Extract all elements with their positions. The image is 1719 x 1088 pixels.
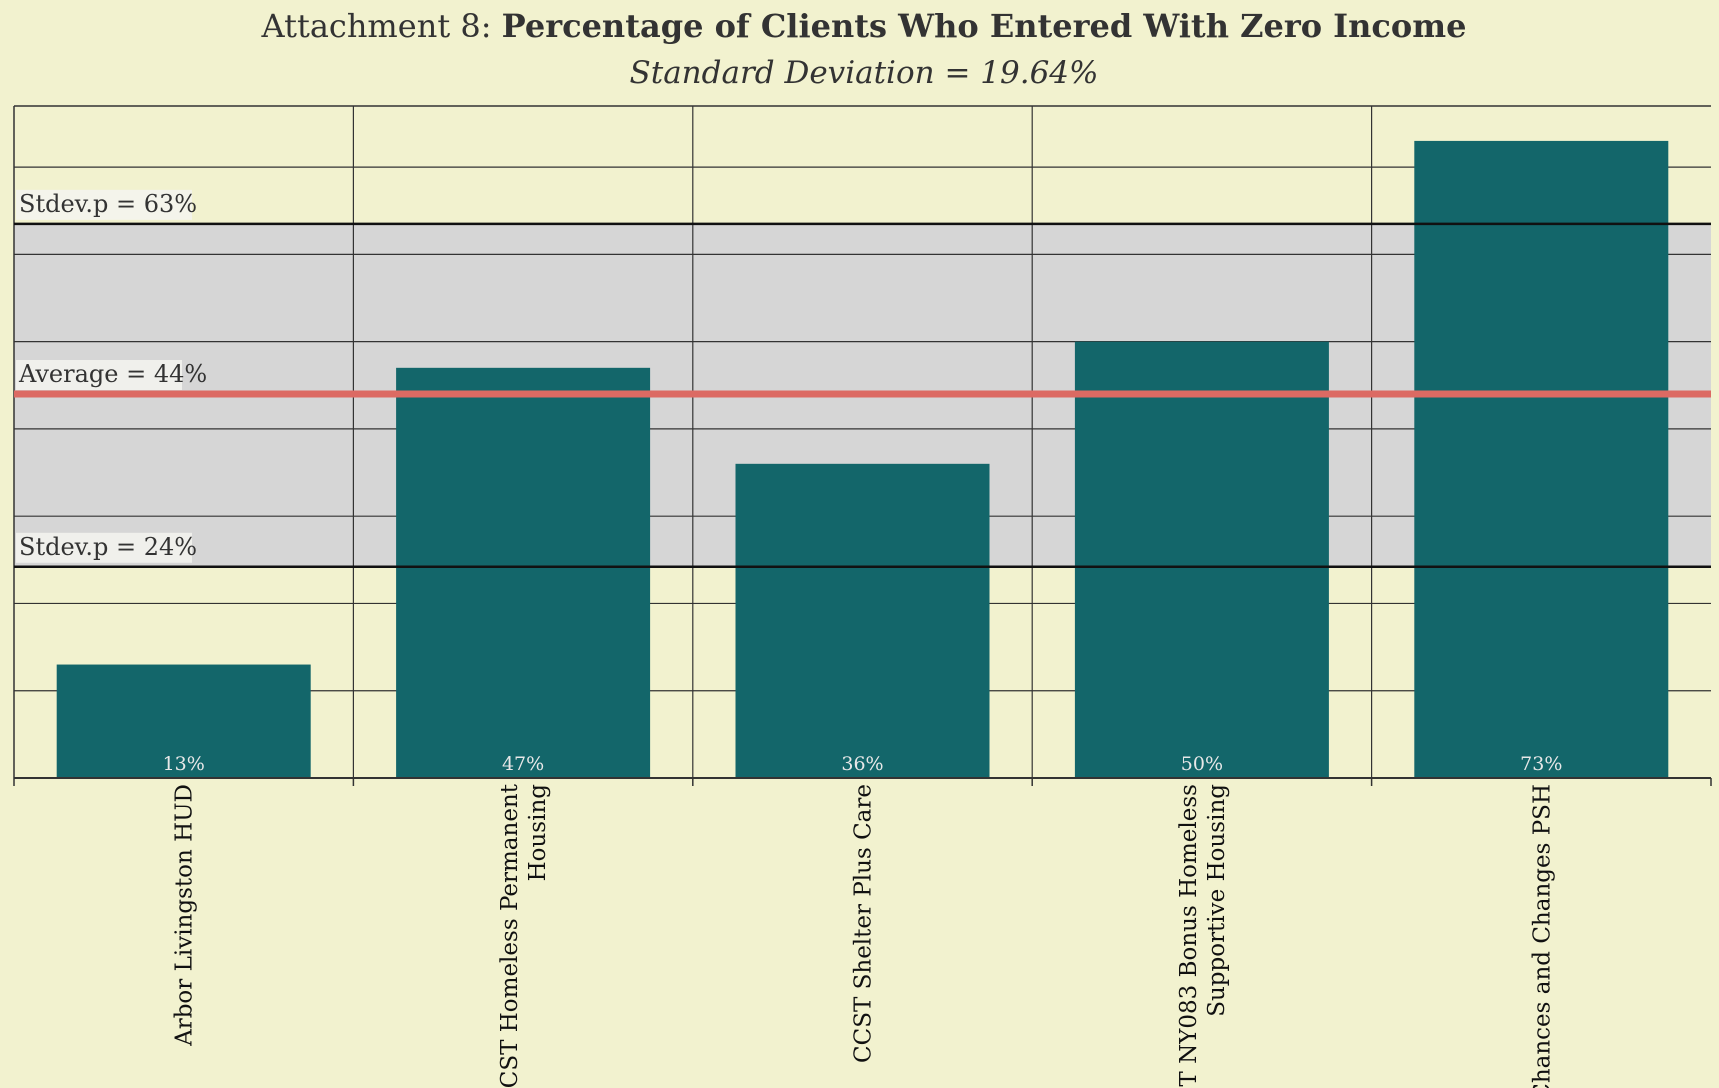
x-tick-label-line: Arbor Livingston HUD — [172, 784, 198, 1047]
plot-area: Stdev.p = 63% Average = 44% Stdev.p = 24% 1… — [13, 105, 1712, 1088]
bar — [396, 367, 651, 778]
x-tick-label: CCST Homeless PermanentHousing — [497, 783, 551, 1088]
x-tick-label-line: CCT NY083 Bonus Homeless — [1176, 784, 1202, 1088]
x-tick-label-line: Chances and Changes PSH — [1529, 784, 1555, 1088]
bar — [735, 463, 990, 778]
x-tick-label: Arbor Livingston HUD — [172, 784, 198, 1047]
data-label: 47% — [502, 753, 544, 775]
chart-subtitle: Standard Deviation = 19.64% — [630, 55, 1099, 91]
bar — [56, 664, 311, 778]
x-tick-label-line: Supportive Housing — [1204, 784, 1230, 1017]
stdev-upper-label: Stdev.p = 63% — [19, 190, 197, 218]
chart-title-prefix: Attachment 8: — [261, 7, 502, 45]
x-tick-label-line: Housing — [525, 784, 551, 882]
chart-title: Attachment 8: Percentage of Clients Who … — [261, 7, 1467, 45]
chart-title-main: Percentage of Clients Who Entered With Z… — [502, 7, 1467, 45]
data-label: 73% — [1520, 753, 1562, 775]
data-label: 13% — [163, 753, 205, 775]
reference-label-background — [16, 532, 192, 563]
bar — [1074, 341, 1329, 778]
x-tick-label: CCT NY083 Bonus HomelessSupportive Housi… — [1176, 784, 1230, 1088]
x-tick-label: Chances and Changes PSH — [1529, 784, 1555, 1088]
reference-label-background — [16, 189, 192, 220]
data-label: 50% — [1181, 753, 1223, 775]
stdev-lower-label: Stdev.p = 24% — [19, 533, 197, 561]
bar — [1414, 140, 1669, 779]
average-label: Average = 44% — [18, 360, 207, 388]
x-tick-label-line: CCST Shelter Plus Care — [851, 784, 877, 1063]
reference-label-background — [16, 360, 182, 390]
x-tick-label: CCST Shelter Plus Care — [851, 784, 877, 1063]
data-label: 36% — [841, 753, 883, 775]
x-tick-label-line: CCST Homeless Permanent — [497, 783, 523, 1088]
